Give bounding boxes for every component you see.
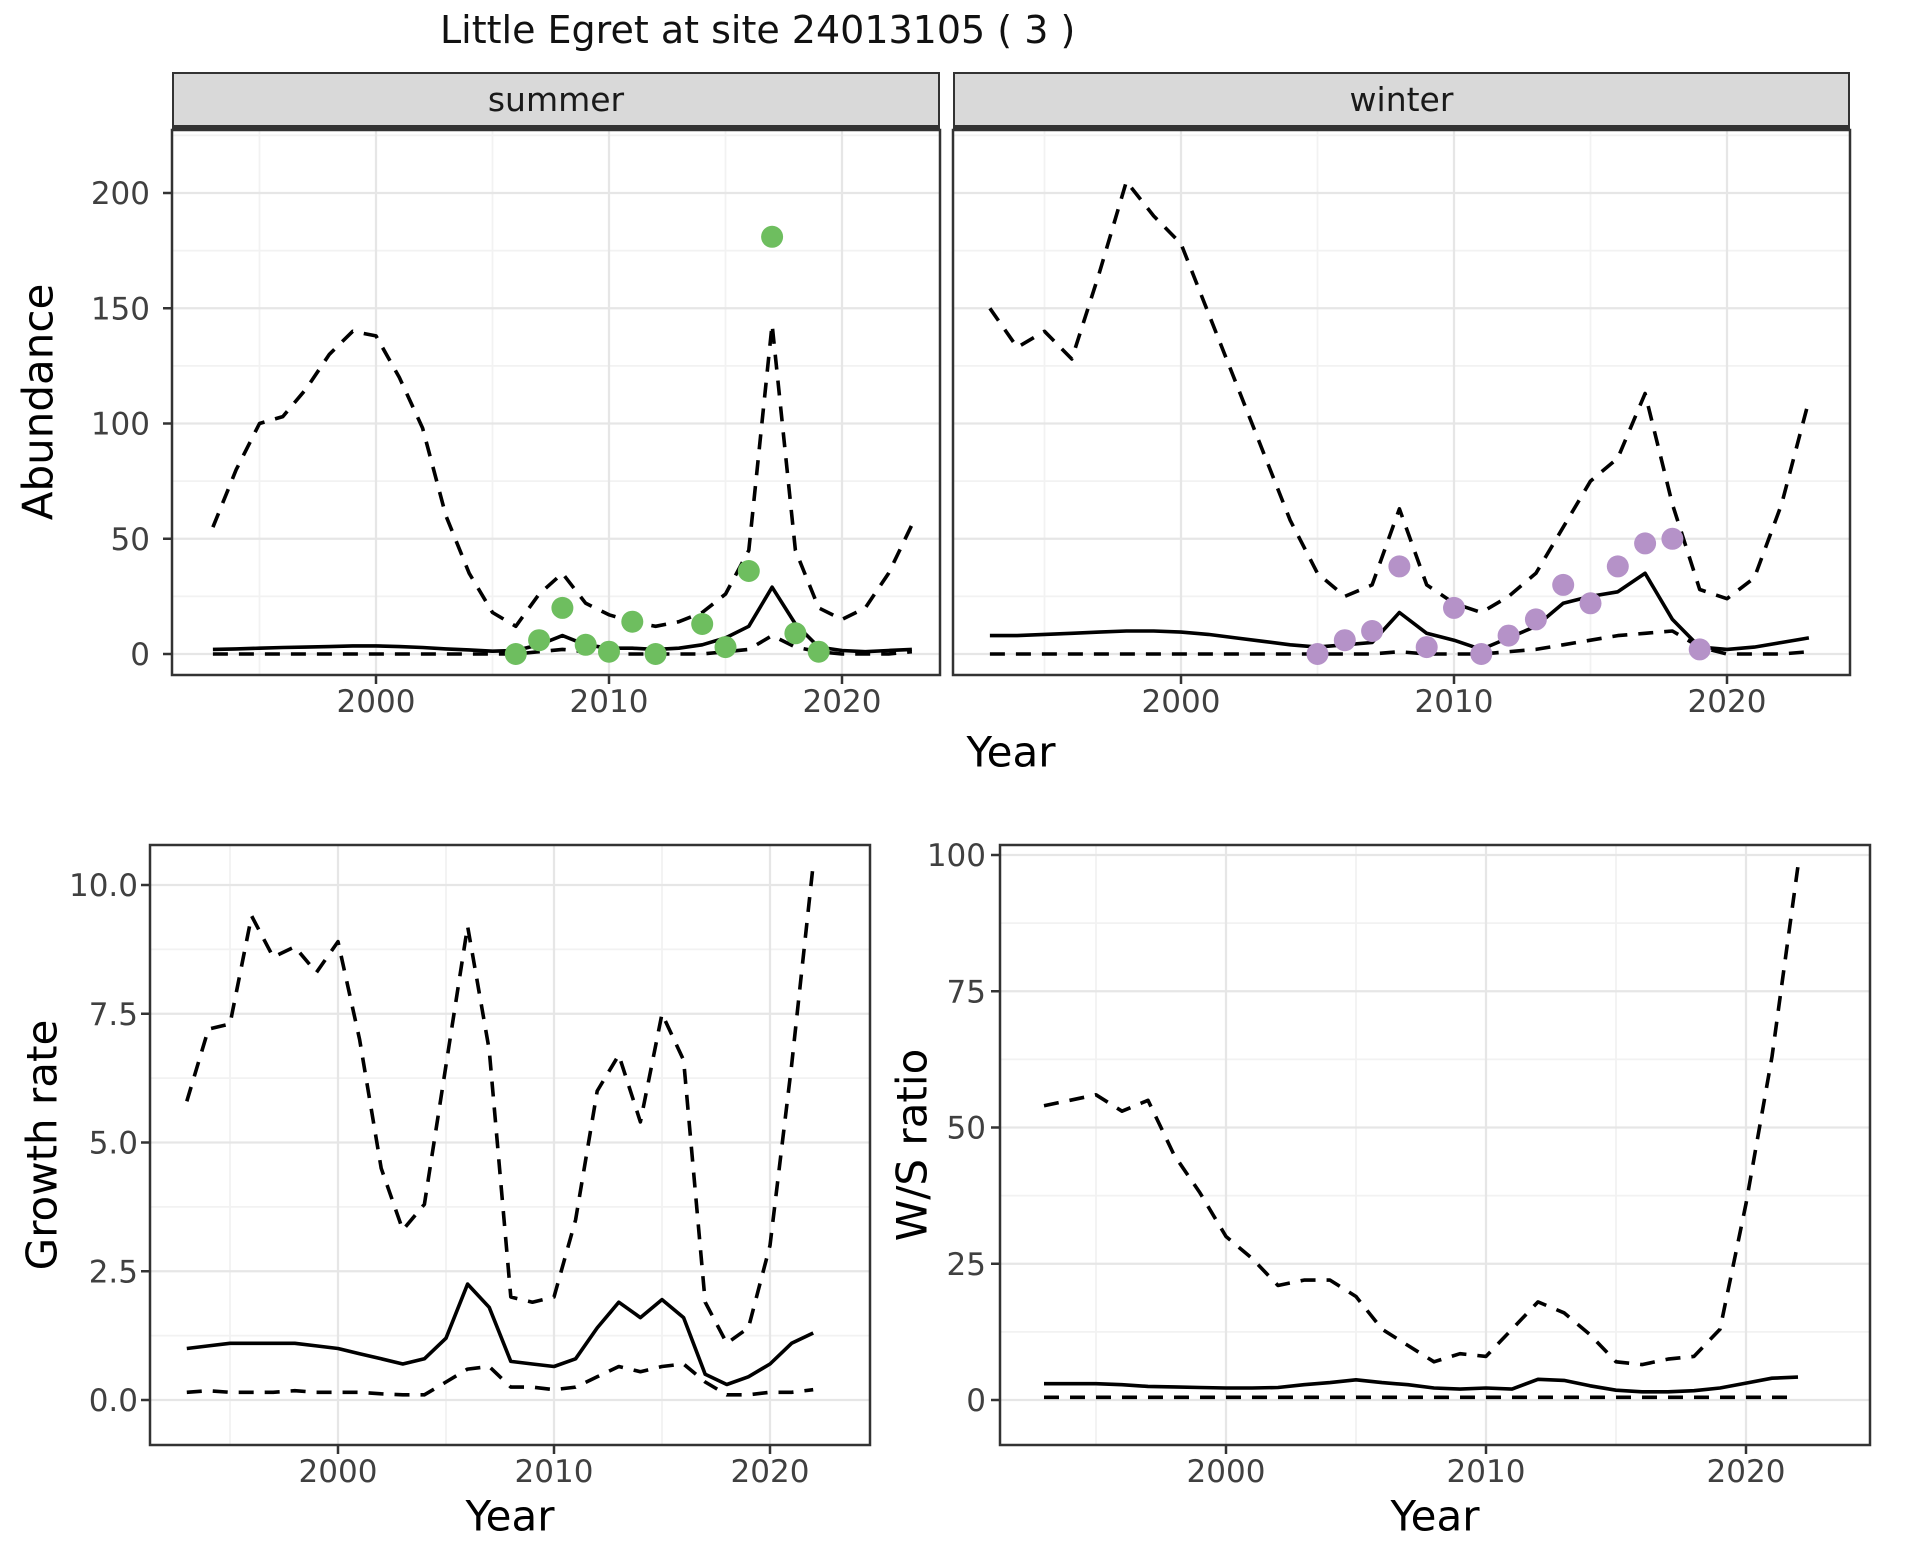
data-point [598, 640, 620, 663]
data-point [1579, 592, 1602, 615]
growth-rate-upper_ci-line [185, 864, 815, 1346]
x-tick-label: 2020 [803, 684, 882, 720]
y-tick-label: 0.0 [89, 1383, 138, 1419]
winter-abundance-points [1306, 527, 1711, 665]
x-axis-title-year-ws: Year [1390, 1491, 1480, 1541]
data-point [761, 225, 784, 248]
data-point [1606, 555, 1629, 578]
y-tick-label: 50 [111, 522, 150, 558]
y-tick-label: 0 [966, 1383, 986, 1419]
y-axis-title-growth-rate: Growth rate [17, 1019, 67, 1271]
data-point [574, 633, 597, 656]
data-point [621, 610, 644, 633]
data-point [1661, 527, 1684, 550]
x-tick-label: 2020 [1707, 1454, 1786, 1490]
data-point [807, 640, 830, 663]
data-point [737, 560, 760, 582]
summer-abundance-points [504, 225, 830, 665]
data-point [1552, 573, 1575, 596]
growth-rate-mean-line [186, 1282, 814, 1387]
growth-rate-lower_ci-line [186, 1362, 814, 1397]
x-tick-label: 2010 [1415, 684, 1494, 720]
summer-abundance-upper_ci-line [211, 322, 914, 629]
summer-abundance-panel-border [170, 128, 942, 677]
y-axis-title-abundance: Abundance [13, 283, 63, 521]
ws-ratio-upper_ci-line [1043, 865, 1800, 1367]
data-point [784, 622, 807, 645]
winter-abundance-mean-line [989, 571, 1810, 652]
x-tick-label: 2020 [1688, 684, 1767, 720]
x-tick-label: 2010 [515, 1454, 594, 1490]
data-point [714, 636, 737, 659]
data-point [1415, 636, 1438, 659]
ws-ratio-panel-border [998, 843, 1872, 1447]
y-tick-label: 150 [91, 291, 150, 327]
growth-rate-panel: 2000 2010 2020 0.0 2.5 5.0 7.5 10.0 [69, 843, 872, 1490]
ws-ratio-mean-line [1044, 1375, 1799, 1394]
y-tick-label: 75 [947, 974, 986, 1010]
winter-abundance-panel-border [951, 128, 1852, 677]
y-tick-label: 25 [947, 1247, 986, 1283]
y-tick-label: 100 [927, 838, 986, 874]
facet-strip-summer: summer [172, 72, 940, 130]
y-tick-label: 200 [91, 176, 150, 212]
facet-strip-winter-label: winter [1349, 80, 1454, 119]
x-tick-label: 2000 [1142, 684, 1221, 720]
growth-rate-panel-border [148, 843, 872, 1447]
data-point [1470, 643, 1493, 665]
data-point [1333, 629, 1356, 652]
facet-strip-winter: winter [953, 72, 1850, 130]
data-point [691, 613, 714, 635]
winter-abundance-upper_ci-line [988, 179, 1811, 615]
y-tick-label: 50 [947, 1111, 986, 1147]
x-axis-title-year-top: Year [966, 727, 1056, 777]
y-tick-label: 10.0 [69, 868, 138, 904]
x-tick-label: 2020 [731, 1454, 810, 1490]
summer-abundance-lower_ci-line [212, 633, 913, 656]
chart-title: Little Egret at site 24013105 ( 3 ) [440, 8, 1076, 52]
x-tick-label: 2000 [299, 1454, 378, 1490]
data-point [504, 643, 527, 665]
summer-abundance-panel: 2000 2010 2020 0 50 100 150 200 [91, 128, 942, 720]
data-point [1688, 638, 1711, 661]
y-tick-label: 5.0 [89, 1126, 138, 1162]
ws-ratio-panel: 2000 2010 2020 0 25 50 75 100 [927, 838, 1872, 1490]
winter-abundance-panel: 2000 2010 2020 [951, 128, 1852, 720]
data-point [1361, 620, 1384, 642]
winter-abundance-lower_ci-line [989, 629, 1810, 656]
data-point [644, 643, 667, 665]
y-tick-label: 100 [91, 407, 150, 443]
x-tick-label: 2010 [1447, 1454, 1526, 1490]
x-tick-label: 2010 [570, 684, 649, 720]
y-tick-label: 2.5 [89, 1254, 138, 1290]
data-point [1388, 555, 1411, 578]
x-axis-title-year-growth: Year [465, 1491, 555, 1541]
y-tick-label: 7.5 [89, 997, 138, 1033]
x-tick-label: 2000 [1187, 1454, 1266, 1490]
data-point [1306, 643, 1329, 665]
data-point [1524, 608, 1547, 631]
data-point [528, 629, 551, 652]
data-point [1443, 596, 1465, 619]
data-point [551, 596, 574, 619]
data-point [1497, 624, 1520, 647]
y-tick-label: 0 [130, 637, 150, 673]
data-point [1634, 532, 1657, 555]
y-axis-title-ws-ratio: W/S ratio [887, 1048, 937, 1242]
facet-strip-summer-label: summer [487, 80, 625, 119]
x-tick-label: 2000 [337, 684, 416, 720]
